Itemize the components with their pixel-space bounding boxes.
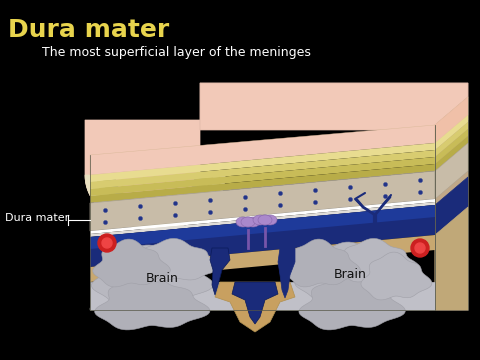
Polygon shape — [295, 242, 410, 303]
Polygon shape — [200, 83, 468, 125]
Polygon shape — [132, 238, 221, 282]
Text: The most superficial layer of the meninges: The most superficial layer of the mening… — [42, 46, 311, 59]
Polygon shape — [435, 97, 468, 143]
Polygon shape — [90, 205, 435, 249]
Polygon shape — [361, 252, 432, 300]
Polygon shape — [95, 275, 210, 330]
Polygon shape — [90, 171, 435, 231]
Polygon shape — [90, 205, 435, 267]
Polygon shape — [335, 238, 419, 282]
Polygon shape — [97, 175, 213, 220]
Polygon shape — [435, 122, 468, 157]
Circle shape — [415, 243, 425, 253]
Polygon shape — [90, 150, 435, 189]
Polygon shape — [278, 248, 295, 298]
Polygon shape — [91, 175, 219, 225]
Polygon shape — [90, 164, 435, 203]
Polygon shape — [90, 308, 468, 310]
Polygon shape — [90, 282, 435, 310]
Polygon shape — [85, 120, 225, 230]
Polygon shape — [200, 83, 468, 130]
Polygon shape — [435, 143, 468, 199]
Polygon shape — [90, 199, 435, 234]
Polygon shape — [90, 125, 435, 175]
Polygon shape — [210, 248, 230, 295]
Text: Brain: Brain — [145, 271, 179, 284]
Text: Brain: Brain — [334, 269, 366, 282]
Polygon shape — [92, 245, 214, 306]
Circle shape — [411, 239, 429, 257]
Polygon shape — [258, 215, 272, 225]
Polygon shape — [90, 202, 435, 237]
Text: Dura mater: Dura mater — [5, 213, 69, 223]
Polygon shape — [435, 207, 468, 310]
Circle shape — [98, 234, 116, 252]
Polygon shape — [90, 157, 435, 196]
Polygon shape — [435, 177, 468, 235]
Polygon shape — [90, 235, 435, 282]
Polygon shape — [435, 115, 468, 150]
Polygon shape — [109, 175, 201, 211]
Text: Dura mater: Dura mater — [8, 18, 169, 42]
Polygon shape — [283, 239, 360, 287]
Polygon shape — [85, 175, 225, 230]
Polygon shape — [215, 282, 295, 332]
Polygon shape — [241, 217, 255, 227]
Polygon shape — [299, 275, 405, 330]
Polygon shape — [435, 136, 468, 171]
Polygon shape — [435, 97, 468, 310]
Polygon shape — [236, 217, 250, 227]
Polygon shape — [103, 175, 207, 216]
Polygon shape — [263, 215, 277, 225]
Polygon shape — [232, 282, 278, 324]
Polygon shape — [90, 143, 435, 182]
Polygon shape — [93, 239, 170, 287]
Polygon shape — [435, 129, 468, 164]
Polygon shape — [258, 215, 272, 225]
Polygon shape — [241, 217, 255, 227]
Polygon shape — [246, 217, 260, 227]
Circle shape — [102, 238, 112, 248]
Polygon shape — [253, 215, 267, 225]
